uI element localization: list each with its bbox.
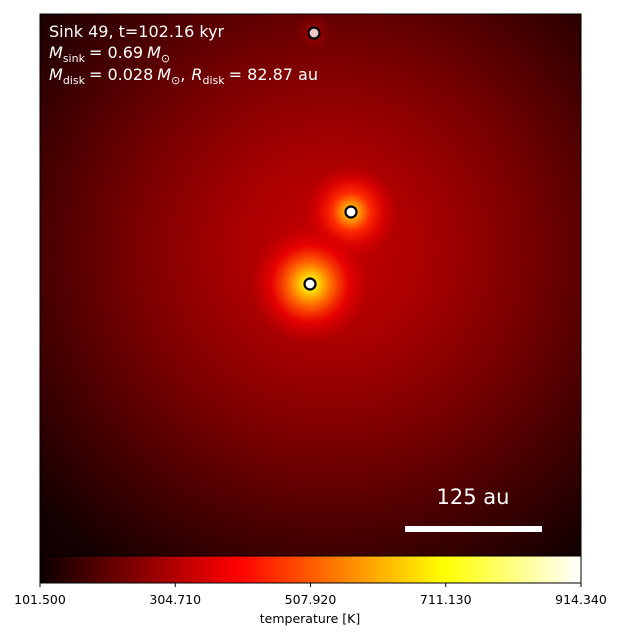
- r-disk-subscript: disk: [203, 74, 226, 87]
- colorbar-tick-label: 304.710: [149, 592, 201, 607]
- colorbar-gradient: [39, 555, 582, 584]
- r-disk-symbol: R: [191, 65, 202, 84]
- heatmap-panel: Sink 49, t=102.16 kyr Msink = 0.69 M⊙ Mdis…: [39, 13, 582, 557]
- sink-marker-center: [303, 277, 317, 291]
- scale-bar-label: 125 au: [437, 485, 510, 509]
- m-disk-value: = 0.028: [89, 65, 153, 84]
- annotation-line-3: Mdisk = 0.028 M⊙, Rdisk = 82.87 au: [49, 65, 318, 87]
- m-sink-unit-sub: ⊙: [161, 52, 170, 65]
- m-disk-unit-sub: ⊙: [171, 74, 180, 87]
- m-disk-subscript: disk: [63, 74, 86, 87]
- annotation-line-2: Msink = 0.69 M⊙: [49, 43, 170, 65]
- colorbar-tick-label: 711.130: [420, 592, 472, 607]
- annotation-block: Sink 49, t=102.16 kyr Msink = 0.69 M⊙ Mdis…: [49, 22, 318, 87]
- m-sink-unit: M: [147, 43, 161, 62]
- m-disk-symbol: M: [49, 65, 63, 84]
- sink-marker-middle: [344, 205, 358, 219]
- colorbar-tick-label: 914.340: [555, 592, 607, 607]
- colorbar: 101.500 304.710 507.920 711.130 914.340 temp…: [14, 555, 607, 626]
- m-sink-subscript: sink: [63, 52, 86, 65]
- scale-bar-line: [405, 526, 542, 532]
- scale-bar: 125 au: [405, 485, 542, 532]
- sink-markers: [303, 26, 358, 291]
- annotation-separator: ,: [180, 65, 185, 84]
- m-sink-value: = 0.69: [89, 43, 143, 62]
- r-disk-value: = 82.87 au: [229, 65, 318, 84]
- sink-marker-top: [307, 26, 321, 40]
- m-disk-unit: M: [157, 65, 171, 84]
- colorbar-tick-label: 101.500: [14, 592, 66, 607]
- annotation-line-1: Sink 49, t=102.16 kyr: [49, 22, 225, 41]
- colorbar-label: temperature [K]: [260, 611, 361, 626]
- m-sink-symbol: M: [49, 43, 63, 62]
- colorbar-ticks: 101.500 304.710 507.920 711.130 914.340: [14, 583, 607, 607]
- colorbar-tick-label: 507.920: [285, 592, 337, 607]
